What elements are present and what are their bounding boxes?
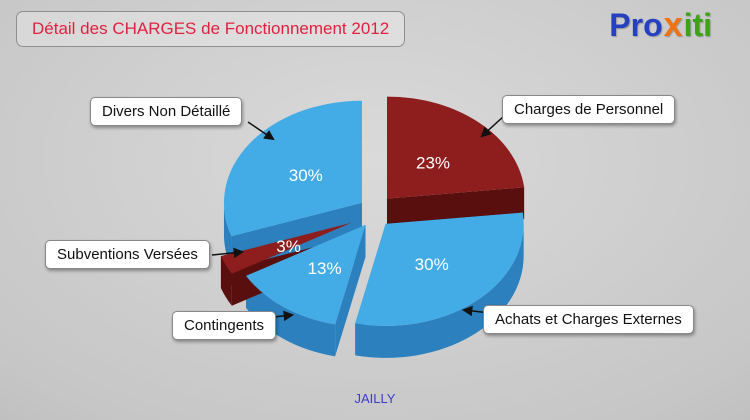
- pie-percent-label: 3%: [276, 237, 301, 256]
- logo-text-x: x: [663, 6, 683, 44]
- chart-title: Détail des CHARGES de Fonctionnement 201…: [32, 19, 390, 38]
- pie-slice-side: [220, 256, 232, 306]
- logo-text-pro: Pro: [609, 7, 663, 43]
- pie-slice: [355, 212, 524, 326]
- callout-line-personnel: [480, 115, 505, 138]
- pie-slice: [220, 222, 352, 274]
- pie-slice-side: [355, 223, 524, 358]
- pie-percent-label: 30%: [415, 255, 449, 274]
- pie-slices-group: [220, 96, 525, 326]
- pie-slice: [246, 224, 366, 325]
- pie-slice: [223, 100, 362, 237]
- chart-title-box: Détail des CHARGES de Fonctionnement 201…: [16, 11, 406, 47]
- pie-percent-label: 23%: [416, 154, 450, 173]
- pie-percent-label: 30%: [289, 166, 323, 185]
- slice-label-subventions: Subventions Versées: [45, 240, 210, 269]
- footer-commune-name: JAILLY: [354, 391, 396, 406]
- pie-slice-side: [223, 202, 232, 269]
- slice-label-achats: Achats et Charges Externes: [483, 305, 694, 334]
- slice-label-divers: Divers Non Détaillé: [90, 97, 243, 126]
- proxiti-logo: Proxiti: [609, 6, 712, 45]
- logo-text-iti: iti: [683, 7, 712, 43]
- pie-percent-labels-group: 23% 30% 13% 3% 30%: [276, 154, 450, 278]
- slice-label-personnel: Charges de Personnel: [502, 95, 676, 124]
- slice-label-contingents: Contingents: [172, 311, 277, 340]
- pie-slice: [387, 96, 525, 199]
- pie-percent-label: 13%: [308, 259, 342, 278]
- callout-line-subventions: [211, 247, 245, 259]
- callout-line-divers: [247, 121, 275, 141]
